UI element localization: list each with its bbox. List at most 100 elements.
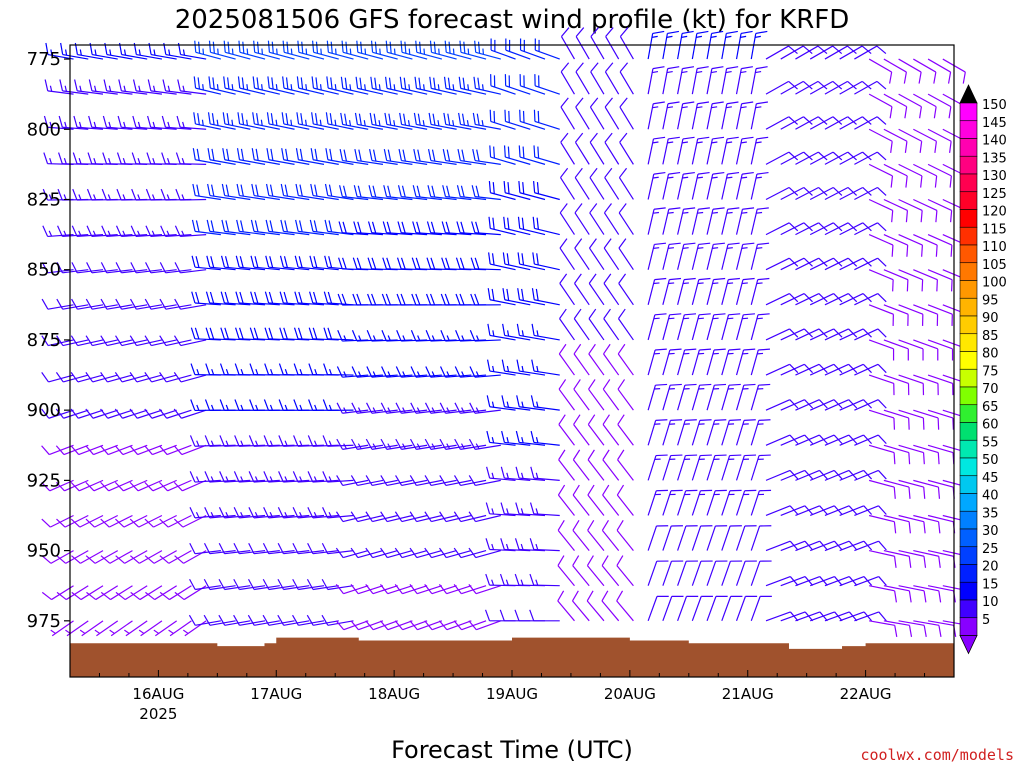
wind-barb — [442, 185, 472, 201]
barb-shaft — [765, 399, 791, 411]
barb-full-feather — [878, 505, 887, 515]
barb-shaft — [283, 87, 310, 95]
barb-shaft — [476, 620, 502, 631]
plot-frame — [69, 44, 955, 678]
barb-full-feather — [923, 556, 927, 568]
barb-full-feather — [307, 542, 314, 554]
barb-half-feather — [92, 230, 97, 237]
colorbar-label: 35 — [982, 506, 999, 521]
barb-shaft — [721, 420, 730, 446]
barb-full-feather — [130, 555, 140, 564]
wind-barb — [618, 238, 634, 271]
wind-barb — [913, 58, 937, 84]
wind-barb — [398, 148, 428, 165]
wind-barb — [677, 454, 698, 481]
barb-shaft — [662, 314, 671, 341]
barb-shaft — [619, 71, 634, 95]
barb-shaft — [913, 444, 939, 454]
barb-half-feather — [431, 335, 436, 342]
wind-barb — [173, 444, 207, 456]
credit-link[interactable]: coolwx.com/models — [860, 746, 1014, 764]
barb-full-feather — [619, 62, 629, 73]
colorbar-label: 70 — [982, 382, 999, 397]
barb-full-feather — [115, 298, 123, 310]
barb-full-feather — [468, 475, 476, 486]
barb-shaft — [647, 385, 656, 411]
barb-shaft — [62, 90, 89, 95]
barb-full-feather — [409, 475, 417, 486]
barb-shaft — [913, 58, 937, 73]
barb-half-feather — [153, 49, 156, 56]
barb-full-feather — [757, 313, 770, 316]
barb-full-feather — [58, 115, 63, 128]
barb-shaft — [883, 234, 908, 246]
barb-full-feather — [442, 185, 447, 197]
barb-half-feather — [653, 211, 660, 214]
barb-full-feather — [507, 217, 510, 230]
barb-shaft — [647, 138, 655, 165]
barb-shaft — [691, 596, 702, 622]
barb-half-feather — [313, 440, 318, 447]
barb-full-feather — [618, 203, 627, 214]
wind-barb — [750, 66, 768, 95]
wind-barb — [839, 257, 872, 271]
barb-shaft — [77, 269, 104, 274]
barb-shaft — [474, 339, 501, 342]
barb-shaft — [750, 385, 760, 411]
barb-shaft — [140, 620, 163, 637]
y-tick-label: 900 — [27, 400, 61, 421]
barb-full-feather — [325, 112, 329, 125]
barb-shaft — [154, 585, 177, 601]
wind-barb — [503, 145, 531, 165]
barb-half-feather — [319, 84, 322, 91]
barb-full-feather — [307, 471, 314, 483]
wind-barb — [73, 115, 104, 130]
barb-full-feather — [360, 41, 363, 54]
barb-shaft — [588, 247, 605, 271]
barb-half-feather — [196, 404, 200, 411]
barb-half-feather — [755, 106, 762, 109]
barb-full-feather — [471, 185, 476, 197]
barb-half-feather — [299, 511, 303, 518]
barb-shaft — [209, 159, 236, 165]
barb-half-feather — [697, 247, 704, 249]
wind-barb — [529, 573, 560, 587]
barb-shaft — [590, 36, 605, 60]
wind-barb — [839, 151, 872, 165]
colorbar-cell — [959, 368, 978, 388]
barb-shaft — [780, 257, 805, 271]
barb-shaft — [721, 173, 729, 200]
barb-shaft — [533, 441, 560, 446]
barb-full-feather — [488, 252, 491, 265]
barb-full-feather — [531, 323, 535, 336]
barb-shaft — [706, 385, 715, 411]
wind-barb — [336, 402, 369, 414]
barb-full-feather — [381, 293, 387, 306]
barb-shaft — [155, 620, 178, 637]
wind-barb — [809, 116, 843, 130]
barb-half-feather — [152, 121, 156, 128]
wind-barb — [336, 366, 369, 378]
barb-full-feather — [937, 487, 941, 499]
wind-barb — [294, 255, 325, 271]
barb-full-feather — [55, 481, 65, 492]
barb-shaft — [913, 234, 938, 246]
barb-shaft — [927, 163, 952, 177]
barb-full-feather — [876, 116, 887, 125]
barb-full-feather — [115, 225, 122, 237]
barb-half-feather — [446, 371, 450, 378]
wind-barb — [293, 327, 325, 341]
barb-shaft — [504, 192, 531, 201]
wind-barb — [913, 128, 937, 153]
barb-shaft — [616, 529, 634, 551]
wind-barb — [468, 475, 501, 487]
barb-shaft — [913, 163, 937, 177]
wind-barb — [721, 489, 742, 516]
barb-full-feather — [218, 578, 226, 590]
barb-full-feather — [338, 185, 343, 197]
barb-half-feather — [284, 440, 288, 447]
barb-full-feather — [426, 221, 432, 233]
barb-full-feather — [788, 257, 799, 267]
barb-half-feather — [491, 579, 495, 586]
wind-barb — [459, 40, 487, 60]
